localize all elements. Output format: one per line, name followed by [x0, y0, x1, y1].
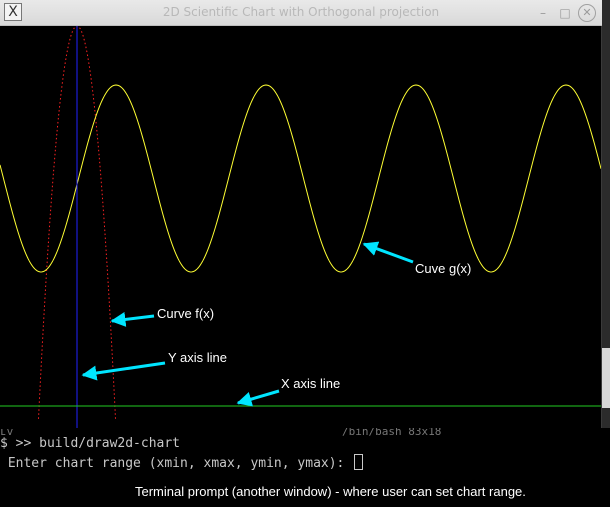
- terminal-cursor[interactable]: [354, 454, 364, 470]
- chart-window: X 2D Scientific Chart with Orthogonal pr…: [0, 0, 602, 428]
- maximize-button[interactable]: □: [559, 6, 571, 20]
- minimize-button[interactable]: –: [540, 6, 546, 20]
- terminal-prompt-line[interactable]: Enter chart range (xmin, xmax, ymin, yma…: [0, 454, 364, 471]
- label-y-axis: Y axis line: [168, 350, 228, 365]
- terminal-prompt-text: Enter chart range (xmin, xmax, ymin, yma…: [0, 456, 353, 471]
- terminal-peek-title: /bin/bash 83x18: [342, 428, 442, 436]
- label-curve-g: Cuve g(x): [415, 261, 472, 276]
- window-title: 2D Scientific Chart with Orthogonal proj…: [162, 5, 440, 19]
- label-curve-f: Curve f(x): [157, 306, 215, 321]
- terminal-window[interactable]: ʟv /bin/bash 83x18 $ >> build/draw2d-cha…: [0, 428, 610, 507]
- terminal-peek-left: ʟv: [0, 428, 14, 436]
- label-x-axis: X axis line: [281, 376, 341, 391]
- chart-canvas: [0, 26, 601, 428]
- close-button[interactable]: ✕: [578, 4, 596, 22]
- background-window-panel: [602, 348, 610, 408]
- label-terminal-note: Terminal prompt (another window) - where…: [135, 484, 526, 499]
- chart-background: [0, 26, 601, 428]
- background-window: [600, 0, 610, 430]
- terminal-command-line: $ >> build/draw2d-chart: [0, 436, 181, 451]
- curve-g-line: [0, 84, 601, 273]
- x-window-icon[interactable]: X: [4, 3, 22, 21]
- title-bar[interactable]: X 2D Scientific Chart with Orthogonal pr…: [0, 0, 602, 26]
